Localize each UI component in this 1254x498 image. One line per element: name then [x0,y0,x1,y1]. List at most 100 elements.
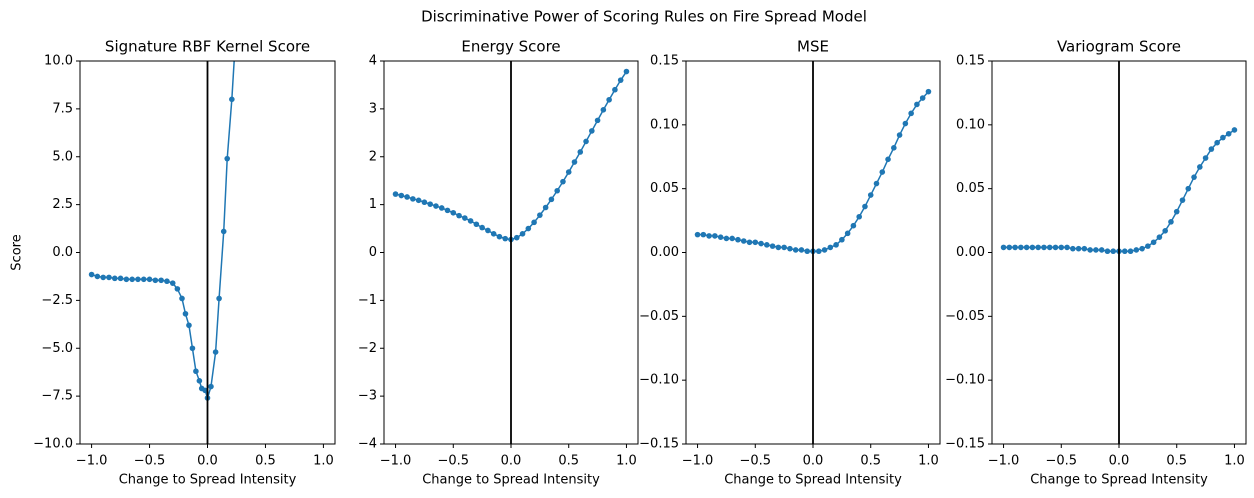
x-tick-label: −0.5 [134,454,166,469]
point [1087,247,1093,253]
point [706,233,712,239]
point [1070,245,1076,252]
point [758,240,764,247]
point [1012,244,1018,251]
x-tick-label: −0.5 [1045,454,1077,469]
y-tick-label: −1 [358,293,377,308]
point [896,132,903,138]
point [1225,130,1232,137]
y-tick-label: −0.10 [945,373,985,388]
point [117,275,124,282]
y-tick-label: 0.05 [650,181,679,196]
point [1098,247,1105,253]
point [606,96,612,103]
y-tick-label: 2 [369,149,377,164]
point [1041,244,1047,251]
point [202,387,208,394]
point [548,196,555,203]
point [392,191,399,197]
x-tick-label: 0.5 [558,454,579,469]
plot-area [1000,61,1238,444]
point [925,88,932,95]
x-tick-label: 1.0 [616,454,637,469]
y-tick-label: 1 [369,197,377,212]
y-tick-label: −2.5 [41,293,73,308]
point [729,235,735,242]
point [1075,245,1082,252]
point [169,280,176,286]
point [1202,155,1209,161]
point [746,239,753,246]
point [815,248,822,255]
point [164,278,170,285]
chart-title: Energy Score [461,38,560,56]
point [827,244,834,251]
point [1145,243,1151,249]
point [885,156,891,163]
x-tick-label: 0.0 [197,454,218,469]
point [224,155,231,162]
point [752,239,759,246]
point [410,196,416,202]
point [421,199,428,206]
point [129,276,135,283]
x-tick-label: −0.5 [739,454,771,469]
x-axis-label: Change to Spread Intensity [724,473,902,488]
point [537,212,543,218]
x-tick-label: 1.0 [313,454,334,469]
y-tick-label: −10.0 [33,437,73,452]
axes-frame [685,60,941,445]
x-tick-label: −1.0 [380,454,412,469]
series-line [91,61,235,401]
y-tick-label: 0.10 [956,117,985,132]
point [612,86,618,93]
y-tick-label: 7.5 [52,101,73,116]
y-tick-label: 0.05 [956,181,985,196]
point [1064,244,1070,251]
y-tick-label: 2.5 [52,197,73,212]
point [135,276,141,283]
y-tick-label: 5.0 [52,149,73,164]
x-tick-label: 1.0 [918,454,939,469]
point [821,247,828,253]
point [415,197,422,204]
point [850,222,857,229]
y-tick-label: −0.05 [639,309,679,324]
point [919,95,926,101]
x-tick-label: −1.0 [682,454,714,469]
point [914,101,920,108]
y-tick-label: 0.0 [52,245,73,260]
point [775,244,782,251]
point [1052,244,1059,251]
point [1214,139,1220,146]
y-tick-label: 0 [369,245,377,260]
point [456,212,462,219]
point [1058,244,1065,251]
axes-frame [79,60,336,445]
point [1179,197,1186,203]
point [617,77,624,83]
point [182,310,189,317]
y-tick-label: 0.00 [650,245,679,260]
point [1197,164,1203,170]
x-tick-label: 0.5 [1166,454,1187,469]
point [1046,244,1053,251]
point [1191,174,1197,180]
y-tick-label: 0.15 [650,54,679,69]
x-tick-label: −1.0 [76,454,108,469]
point [1133,247,1140,253]
point [908,110,914,117]
point [712,233,718,239]
point [764,242,770,248]
point [88,271,95,278]
x-axis-label: Change to Spread Intensity [119,473,297,488]
point [594,117,601,124]
point [216,295,222,302]
point [1000,244,1007,251]
y-tick-label: −3 [358,389,377,404]
point [1220,134,1226,141]
point [485,227,491,234]
point [479,224,485,231]
point [123,276,130,283]
point [740,238,747,244]
